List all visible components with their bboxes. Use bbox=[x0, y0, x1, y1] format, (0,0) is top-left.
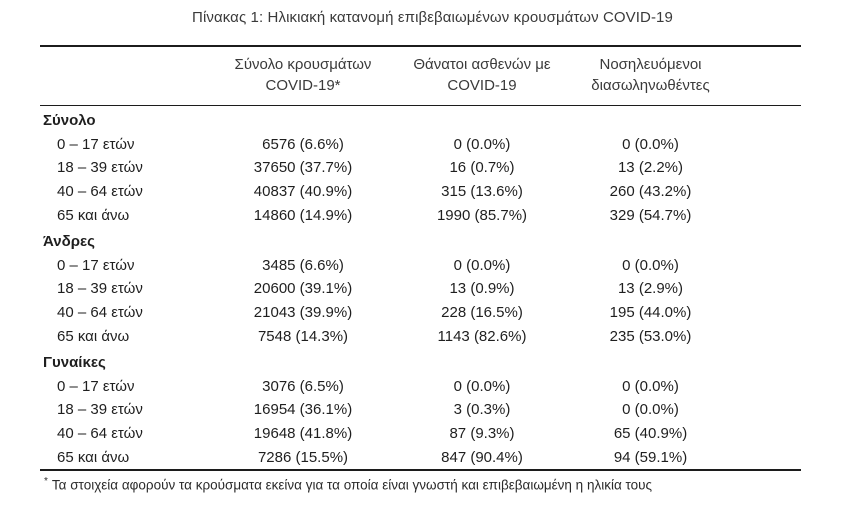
column-header-deaths: Θάνατοι ασθενών με COVID-19 bbox=[396, 54, 568, 96]
deaths-cell: 847 (90.4%) bbox=[441, 448, 523, 466]
age-group-cell: 40 – 64 ετών bbox=[57, 425, 143, 443]
column-header-intubated-line1: Νοσηλευόμενοι bbox=[599, 56, 702, 73]
intubated-cell: 94 (59.1%) bbox=[613, 448, 688, 466]
deaths-cell: 16 (0.7%) bbox=[449, 159, 515, 177]
deaths-cell: 315 (13.6%) bbox=[441, 183, 523, 201]
table-row: 0 – 17 ετών 6576 (6.6%) 0 (0.0%) 0 (0.0%… bbox=[40, 133, 801, 157]
table-row: 0 – 17 ετών 3076 (6.5%) 0 (0.0%) 0 (0.0%… bbox=[40, 375, 801, 399]
cases-cell: 21043 (39.9%) bbox=[253, 304, 353, 322]
table-row: 65 και άνω 7286 (15.5%) 847 (90.4%) 94 (… bbox=[40, 445, 801, 469]
intubated-cell: 329 (54.7%) bbox=[609, 206, 692, 224]
intubated-cell: 235 (53.0%) bbox=[609, 327, 692, 345]
table-title: Πίνακας 1: Ηλικιακή κατανομή επιβεβαιωμέ… bbox=[192, 9, 673, 26]
deaths-cell: 13 (0.9%) bbox=[449, 280, 515, 298]
column-header-intubated-line2: διασωληνωθέντες bbox=[591, 77, 710, 94]
column-header-intubated: Νοσηλευόμενοι διασωληνωθέντες bbox=[568, 54, 733, 96]
cases-cell: 7548 (14.3%) bbox=[257, 327, 349, 345]
age-group-cell: 40 – 64 ετών bbox=[57, 304, 143, 322]
column-header-cases-line1: Σύνολο κρουσμάτων bbox=[234, 56, 372, 73]
table-row: 40 – 64 ετών 19648 (41.8%) 87 (9.3%) 65 … bbox=[40, 422, 801, 446]
intubated-cell: 0 (0.0%) bbox=[622, 135, 679, 153]
intubated-cell: 0 (0.0%) bbox=[622, 401, 679, 419]
age-group-cell: 65 και άνω bbox=[57, 327, 130, 345]
age-group-cell: 40 – 64 ετών bbox=[57, 183, 143, 201]
table-top-rule bbox=[40, 45, 801, 47]
age-group-cell: 18 – 39 ετών bbox=[57, 401, 143, 419]
table-row: 18 – 39 ετών 20600 (39.1%) 13 (0.9%) 13 … bbox=[40, 277, 801, 301]
section-header: Σύνολο bbox=[43, 112, 96, 130]
cases-cell: 37650 (37.7%) bbox=[253, 159, 353, 177]
table-row: 0 – 17 ετών 3485 (6.6%) 0 (0.0%) 0 (0.0%… bbox=[40, 254, 801, 278]
section-header: Άνδρες bbox=[43, 233, 95, 251]
table-row: 18 – 39 ετών 16954 (36.1%) 3 (0.3%) 0 (0… bbox=[40, 398, 801, 422]
deaths-cell: 228 (16.5%) bbox=[441, 304, 523, 322]
cases-cell: 7286 (15.5%) bbox=[257, 448, 349, 466]
deaths-cell: 1990 (85.7%) bbox=[436, 206, 528, 224]
section-header: Γυναίκες bbox=[43, 354, 106, 372]
cases-cell: 16954 (36.1%) bbox=[253, 401, 353, 419]
cases-cell: 20600 (39.1%) bbox=[253, 280, 353, 298]
intubated-cell: 13 (2.2%) bbox=[617, 159, 684, 177]
intubated-cell: 260 (43.2%) bbox=[609, 183, 692, 201]
deaths-cell: 1143 (82.6%) bbox=[437, 327, 527, 345]
footnote: * Τα στοιχεία αφορούν τα κρούσματα εκείνα… bbox=[40, 476, 801, 493]
intubated-cell: 0 (0.0%) bbox=[622, 377, 679, 395]
table-header-rule bbox=[40, 105, 801, 106]
footnote-text: Τα στοιχεία αφορούν τα κρούσματα εκείνα … bbox=[51, 477, 653, 493]
intubated-cell: 0 (0.0%) bbox=[622, 256, 679, 274]
cases-cell: 14860 (14.9%) bbox=[253, 206, 353, 224]
column-header-deaths-line2: COVID-19 bbox=[447, 77, 517, 94]
age-group-cell: 65 και άνω bbox=[57, 448, 130, 466]
column-header-cases: Σύνολο κρουσμάτων COVID-19* bbox=[210, 54, 396, 96]
table-row: 40 – 64 ετών 21043 (39.9%) 228 (16.5%) 1… bbox=[40, 301, 801, 325]
cases-cell: 19648 (41.8%) bbox=[253, 425, 353, 443]
deaths-cell: 0 (0.0%) bbox=[453, 256, 511, 274]
cases-cell: 6576 (6.6%) bbox=[262, 135, 344, 153]
cases-cell: 40837 (40.9%) bbox=[253, 183, 353, 201]
age-group-cell: 18 – 39 ετών bbox=[57, 159, 143, 177]
age-group-cell: 0 – 17 ετών bbox=[57, 135, 135, 153]
intubated-cell: 65 (40.9%) bbox=[613, 425, 688, 443]
table-row: 40 – 64 ετών 40837 (40.9%) 315 (13.6%) 2… bbox=[40, 180, 801, 204]
table-row: 65 και άνω 7548 (14.3%) 1143 (82.6%) 235… bbox=[40, 324, 801, 348]
column-header-cases-line2: COVID-19* bbox=[265, 77, 341, 94]
cases-cell: 3485 (6.6%) bbox=[262, 256, 344, 274]
table-bottom-rule bbox=[40, 468, 801, 471]
age-group-cell: 0 – 17 ετών bbox=[57, 256, 135, 274]
intubated-cell: 13 (2.9%) bbox=[617, 280, 684, 298]
table-row: 65 και άνω 14860 (14.9%) 1990 (85.7%) 32… bbox=[40, 203, 801, 227]
table-body: Σύνολο 0 – 17 ετών 6576 (6.6%) 0 (0.0%) … bbox=[40, 109, 801, 469]
cases-cell: 3076 (6.5%) bbox=[262, 377, 344, 395]
footnote-marker: * bbox=[44, 475, 48, 487]
deaths-cell: 87 (9.3%) bbox=[449, 425, 515, 443]
table-row: 18 – 39 ετών 37650 (37.7%) 16 (0.7%) 13 … bbox=[40, 156, 801, 180]
deaths-cell: 3 (0.3%) bbox=[453, 401, 511, 419]
table-header-row: Σύνολο κρουσμάτων COVID-19* Θάνατοι ασθε… bbox=[40, 47, 801, 105]
intubated-cell: 195 (44.0%) bbox=[609, 304, 692, 322]
deaths-cell: 0 (0.0%) bbox=[453, 135, 511, 153]
covid-age-table: Σύνολο κρουσμάτων COVID-19* Θάνατοι ασθε… bbox=[40, 45, 801, 492]
deaths-cell: 0 (0.0%) bbox=[453, 377, 511, 395]
column-header-deaths-line1: Θάνατοι ασθενών με bbox=[413, 56, 551, 73]
age-group-cell: 0 – 17 ετών bbox=[57, 377, 135, 395]
age-group-cell: 18 – 39 ετών bbox=[57, 280, 143, 298]
age-group-cell: 65 και άνω bbox=[57, 206, 130, 224]
